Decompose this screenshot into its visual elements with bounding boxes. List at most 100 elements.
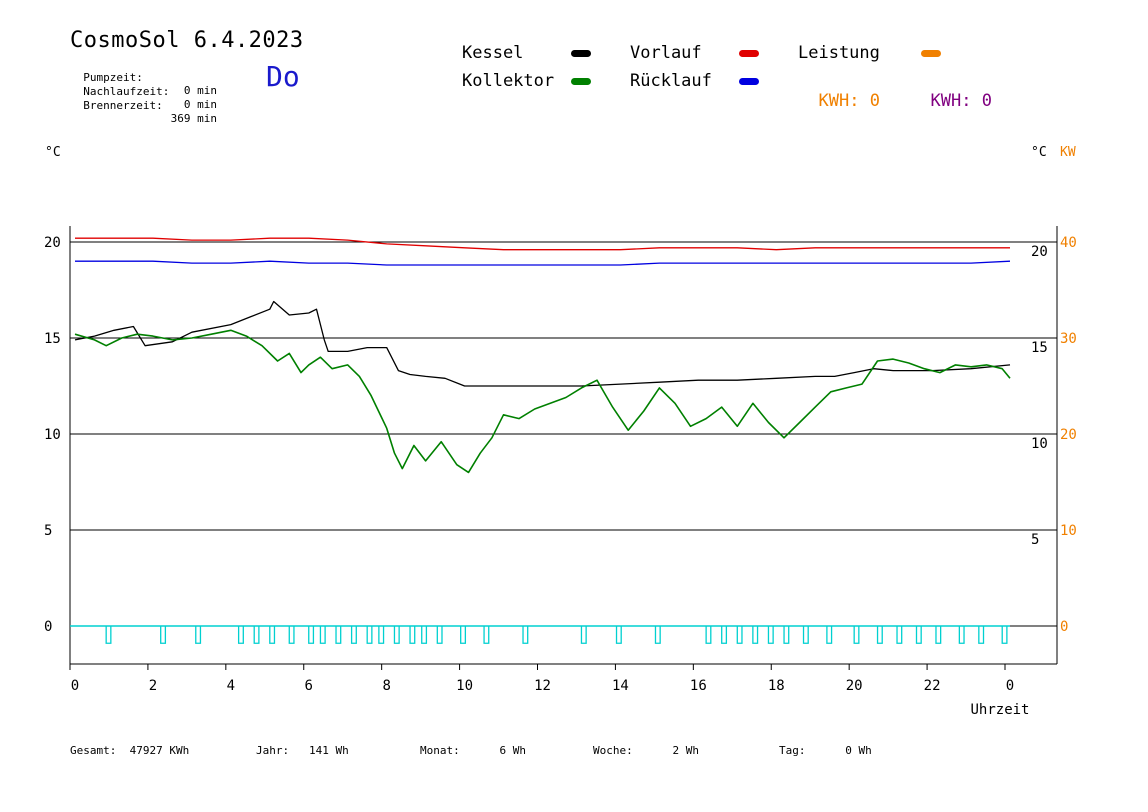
footer-jahr: Jahr: 141 Wh (256, 744, 349, 757)
footer-woche-value: 2 Wh (672, 744, 700, 757)
footer-monat-value: 6 Wh (499, 744, 527, 757)
kwh-orange-label: KWH: (818, 91, 860, 111)
x-tick-label: 6 (305, 678, 313, 694)
pump-pulse (580, 626, 587, 644)
pump-pulse (253, 626, 260, 644)
footer-gesamt-label: Gesamt: (70, 744, 117, 757)
footer-monat-label: Monat: (420, 744, 460, 757)
y-tick-label-left: 0 (44, 619, 52, 635)
stat-value: 0 min (183, 84, 217, 97)
footer-jahr-label: Jahr: (256, 744, 290, 757)
legend-kessel-label: Kessel (462, 43, 524, 63)
pump-pulse (767, 626, 774, 644)
pump-pulse (853, 626, 860, 644)
footer-gesamt-value: 47927 KWh (129, 744, 190, 757)
stat-label: Nachlaufzeit: (83, 85, 170, 98)
legend-vorlauf-swatch (739, 50, 759, 57)
y-tick-label-power: 40 (1060, 235, 1077, 251)
pump-pulse (896, 626, 903, 644)
legend-leistung-swatch (921, 50, 941, 57)
right-unit-label: °C (1031, 145, 1047, 160)
kwh-orange: KWH: 0 (798, 71, 880, 111)
y-tick-label-left: 15 (44, 331, 61, 347)
footer-jahr-value: 141 Wh (309, 744, 349, 757)
pump-pulse (393, 626, 400, 644)
weekday-label: Do (266, 60, 300, 93)
pump-pulse (237, 626, 244, 644)
kwh-orange-value: 0 (869, 91, 880, 111)
y-tick-label-left: 10 (44, 427, 61, 443)
pump-pulse (958, 626, 965, 644)
right-power-unit-label: KW (1060, 145, 1076, 160)
pump-pulse (826, 626, 833, 644)
series-line-kessel (74, 300, 1011, 387)
pump-pulse (736, 626, 743, 644)
series-line-vorlauf (75, 237, 1010, 251)
y-tick-label-power: 0 (1060, 619, 1068, 635)
pump-pulse (378, 626, 385, 644)
x-tick-label: 4 (227, 678, 235, 694)
pump-pulse (409, 626, 416, 644)
y-tick-label-power: 30 (1060, 331, 1077, 347)
pump-pulse (876, 626, 883, 644)
pump-pulse (483, 626, 490, 644)
y-tick-label-right: 20 (1031, 244, 1048, 260)
pump-pulse (421, 626, 428, 644)
series-line-kollektor (74, 329, 1011, 474)
y-tick-label-left: 5 (44, 523, 52, 539)
y-tick-label-power: 10 (1060, 523, 1077, 539)
x-tick-label: 14 (612, 678, 629, 694)
footer-tag-value: 0 Wh (845, 744, 872, 757)
x-tick-label: 16 (690, 678, 707, 694)
pump-pulse (615, 626, 622, 644)
x-tick-label: 10 (456, 678, 473, 694)
y-tick-label-left: 20 (44, 235, 61, 251)
pump-pulse (522, 626, 529, 644)
x-tick-label: 0 (71, 678, 79, 694)
x-tick-label: 20 (846, 678, 863, 694)
stat-pumpzeit: Pumpzeit: 0 min (70, 58, 217, 97)
footer-woche: Woche: 2 Wh (593, 744, 699, 757)
footer-monat: Monat: 6 Wh (420, 744, 526, 757)
pump-pulse (160, 626, 167, 644)
pump-pulse (802, 626, 809, 644)
pump-pulse (195, 626, 202, 644)
stat-label: Pumpzeit: (83, 71, 143, 84)
stat-value: 369 min (170, 112, 217, 125)
footer-gesamt: Gesamt: 47927 KWh (70, 744, 189, 757)
kwh-purple-value: 0 (981, 91, 992, 111)
y-tick-label-right: 10 (1031, 436, 1048, 452)
legend-ruecklauf-swatch (739, 78, 759, 85)
stat-value: 0 min (183, 98, 217, 111)
pump-pulse (705, 626, 712, 644)
left-unit-label: °C (45, 145, 61, 160)
kwh-purple: KWH: 0 (910, 71, 992, 111)
y-tick-label-power: 20 (1060, 427, 1077, 443)
legend-vorlauf-label: Vorlauf (630, 43, 702, 63)
legend-leistung-label: Leistung (798, 43, 880, 63)
x-tick-label: 8 (382, 678, 390, 694)
pump-pulse (721, 626, 728, 644)
stat-nachlaufzeit: Nachlaufzeit: 0 min (70, 72, 217, 111)
legend-kollektor-swatch (571, 78, 591, 85)
x-tick-label: 2 (149, 678, 157, 694)
legend-kollektor-label: Kollektor (462, 71, 555, 91)
pump-pulse (460, 626, 467, 644)
stat-brennerzeit: Brennerzeit: 369 min (70, 86, 217, 125)
legend-kessel-swatch (571, 50, 591, 57)
pump-pulse (335, 626, 342, 644)
pump-pulse (978, 626, 985, 644)
footer-tag-label: Tag: (779, 744, 806, 757)
pump-pulse (436, 626, 443, 644)
series-line-rcklauf (75, 260, 1011, 266)
y-tick-label-right: 15 (1031, 340, 1048, 356)
pump-pulse (915, 626, 922, 644)
x-tick-label: 12 (534, 678, 551, 694)
legend-ruecklauf-label: Rücklauf (630, 71, 712, 91)
stat-label: Brennerzeit: (83, 99, 163, 112)
pump-pulse (1001, 626, 1008, 644)
pump-pulse (654, 626, 661, 644)
y-tick-label-right: 5 (1031, 532, 1039, 548)
x-tick-label: 0 (1006, 678, 1014, 694)
